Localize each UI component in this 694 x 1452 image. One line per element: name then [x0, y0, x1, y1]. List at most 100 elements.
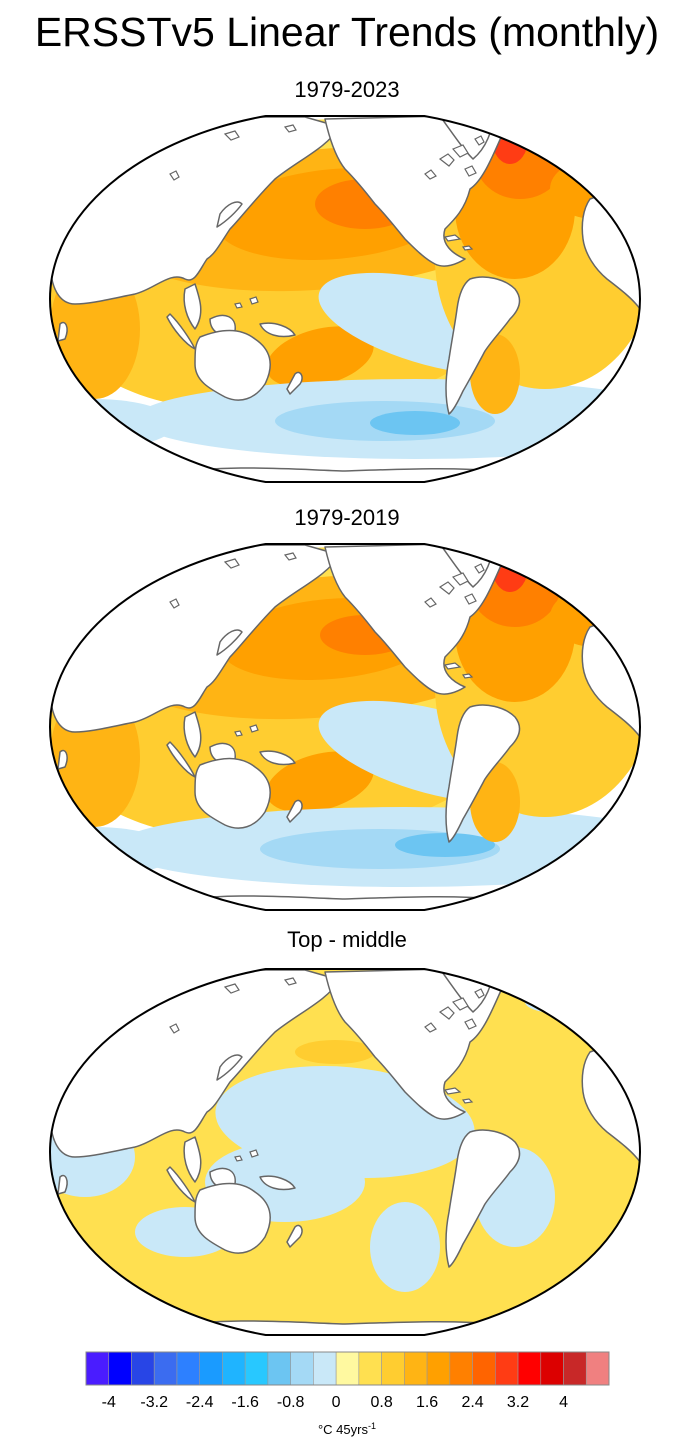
island-7: [169, 1023, 180, 1034]
land-japan: [216, 629, 243, 656]
colorbar-frame: [85, 1351, 610, 1386]
island-1: [451, 144, 469, 158]
map-panel-middle: [49, 543, 641, 911]
colorbar: -4 -3.2 -2.4 -1.6 -0.8 0 0.8 1.6 2.4 3.2 4 °C 45yr…: [85, 1351, 610, 1437]
land-indochina: [183, 711, 202, 758]
colorbar-tick-10: 4: [559, 1394, 568, 1411]
land-japan: [216, 201, 243, 228]
land-madagascar: [57, 321, 68, 342]
colorbar-box-1: [108, 1351, 132, 1386]
anomaly-region-6: [266, 751, 374, 813]
island-9: [461, 673, 474, 679]
map-outline: [49, 968, 641, 1336]
colorbar-box-16: [449, 1351, 473, 1386]
land-antarctica: [159, 1320, 516, 1335]
colorbar-boxes: [85, 1351, 610, 1386]
island-4: [474, 135, 485, 146]
island-5: [223, 983, 240, 994]
island-0: [438, 1006, 455, 1020]
land-indochina: [183, 283, 202, 330]
colorbar-tick-0: -4: [102, 1394, 116, 1411]
colorbar-tick-1: -3.2: [140, 1394, 168, 1411]
island-3: [424, 597, 437, 608]
colorbar-tick-7: 1.6: [416, 1394, 438, 1411]
panel-title-bottom: Top - middle: [287, 927, 407, 952]
island-8: [443, 662, 462, 670]
island-3: [424, 1022, 437, 1033]
colorbar-box-15: [426, 1351, 451, 1386]
colorbar-box-3: [153, 1351, 178, 1386]
colorbar-box-7: [244, 1351, 269, 1386]
colorbar-box-19: [517, 1351, 542, 1386]
land-newguinea: [259, 1175, 296, 1191]
land-nz: [286, 1224, 303, 1248]
island-1: [451, 997, 469, 1011]
land-samerica: [445, 276, 521, 415]
colorbar-tick-4: -0.8: [277, 1394, 305, 1411]
island-11: [234, 730, 243, 737]
island-6: [283, 124, 297, 133]
colorbar-box-0: [85, 1351, 110, 1386]
island-4: [474, 988, 485, 999]
island-3: [424, 169, 437, 180]
land-australia: [194, 757, 271, 829]
island-5: [223, 130, 240, 141]
colorbar-tick-5: 0: [332, 1394, 341, 1411]
land-samerica: [445, 704, 521, 843]
colorbar-tick-labels: -4 -3.2 -2.4 -1.6 -0.8 0 0.8 1.6 2.4 3.2 4: [102, 1394, 568, 1411]
island-0: [438, 153, 455, 167]
colorbar-tick-9: 3.2: [507, 1394, 529, 1411]
island-2: [464, 593, 477, 605]
colorbar-box-13: [381, 1351, 405, 1386]
island-7: [169, 170, 180, 181]
colorbar-tick-2: -2.4: [186, 1394, 214, 1411]
island-4: [474, 563, 485, 574]
land-newguinea: [259, 322, 296, 338]
map-panel-top: [49, 115, 641, 483]
colorbar-box-9: [290, 1351, 314, 1386]
island-2: [464, 165, 477, 177]
colorbar-box-17: [472, 1351, 496, 1386]
land-madagascar: [57, 749, 68, 770]
colorbar-tick-6: 0.8: [370, 1394, 392, 1411]
island-9: [461, 245, 474, 251]
anomaly-region-7: [295, 1040, 375, 1064]
colorbar-box-8: [267, 1351, 291, 1386]
anomaly-region-10: [525, 990, 605, 1014]
island-10: [249, 296, 259, 305]
island-2: [464, 1018, 477, 1030]
island-5: [223, 558, 240, 569]
colorbar-box-14: [404, 1351, 428, 1386]
island-11: [234, 1155, 243, 1162]
land-nz: [286, 371, 303, 395]
colorbar-box-6: [222, 1351, 246, 1386]
colorbar-box-18: [495, 1351, 519, 1386]
colorbar-box-11: [335, 1351, 360, 1386]
land-madagascar: [57, 1174, 68, 1195]
anomaly-region-12: [395, 833, 495, 857]
page-title: ERSSTv5 Linear Trends (monthly): [34, 9, 660, 55]
island-1: [451, 572, 469, 586]
land-indochina: [183, 1136, 202, 1183]
island-6: [283, 552, 297, 561]
colorbar-box-21: [563, 1351, 587, 1386]
map-outline: [49, 115, 641, 483]
map-panel-difference: [49, 968, 641, 1336]
island-6: [283, 977, 297, 986]
land-australia: [194, 1182, 271, 1254]
colorbar-box-10: [313, 1351, 337, 1386]
colorbar-box-2: [131, 1351, 155, 1386]
island-10: [249, 724, 259, 733]
colorbar-units: °C 45yrs-1: [318, 1421, 376, 1437]
island-11: [234, 302, 243, 309]
land-australia: [194, 329, 271, 401]
island-8: [443, 234, 462, 242]
land-britain: [594, 607, 607, 621]
land-britain: [594, 1032, 607, 1046]
land-japan: [216, 1054, 243, 1081]
colorbar-tick-8: 2.4: [461, 1394, 483, 1411]
island-0: [438, 581, 455, 595]
anomaly-region-6: [266, 326, 374, 388]
land-nz: [286, 799, 303, 823]
land-newguinea: [259, 750, 296, 766]
